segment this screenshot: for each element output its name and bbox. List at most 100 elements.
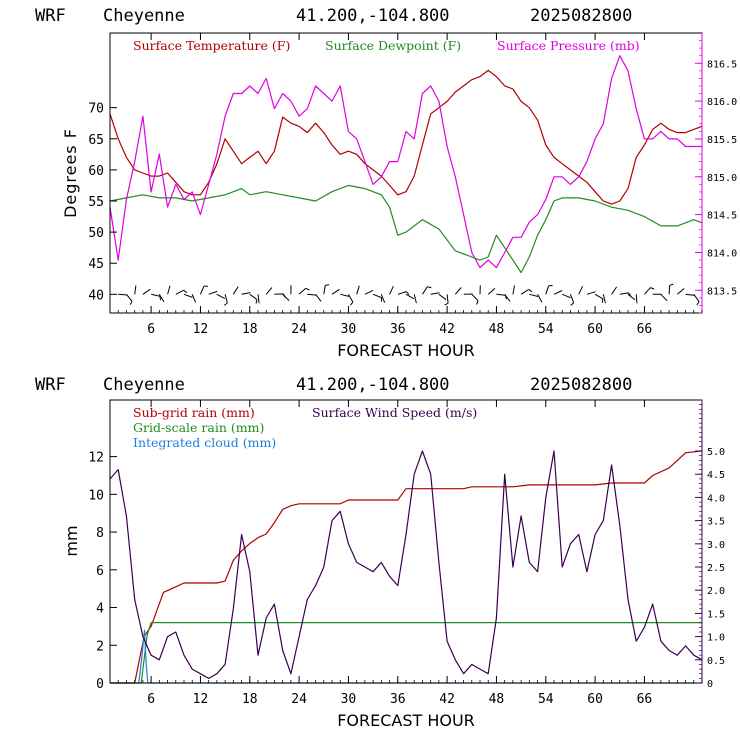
wind-barb bbox=[299, 288, 306, 294]
wind-barb bbox=[283, 294, 289, 300]
wind-barb bbox=[126, 294, 132, 301]
wind-barb bbox=[455, 288, 461, 295]
wind-barb bbox=[636, 294, 637, 303]
x-tick-label: 18 bbox=[242, 322, 258, 337]
y2-tick-label: 0 bbox=[707, 679, 713, 690]
legend-grid-rain: Grid-scale rain (mm) bbox=[133, 420, 264, 435]
legend-pressure: Surface Pressure (mb) bbox=[497, 38, 640, 53]
y2-tick-label: 2.0 bbox=[707, 586, 725, 597]
x-tick-label: 42 bbox=[439, 692, 455, 707]
wind-barb bbox=[496, 294, 505, 295]
y2-tick-label: 3.0 bbox=[707, 540, 725, 551]
wind-barb-flag bbox=[477, 301, 479, 305]
wind-barb bbox=[513, 286, 515, 295]
series-line-surface-wind-speed-m-s bbox=[110, 451, 702, 678]
wind-barb bbox=[677, 289, 684, 295]
wind-barb-flag bbox=[529, 289, 532, 291]
wind-barb bbox=[200, 286, 204, 294]
legend-dewpoint: Surface Dewpoint (F) bbox=[325, 38, 461, 53]
wind-barb bbox=[570, 294, 573, 302]
wind-barb-flag bbox=[350, 302, 353, 305]
top-header-run: 2025082800 bbox=[530, 6, 632, 26]
y-tick-label: 50 bbox=[88, 226, 104, 241]
wind-barb bbox=[669, 285, 670, 294]
wind-barb bbox=[612, 287, 617, 294]
x-tick-label: 66 bbox=[637, 322, 653, 337]
x-tick-label: 12 bbox=[193, 322, 209, 337]
wind-barb bbox=[628, 294, 635, 300]
wind-barb bbox=[135, 285, 136, 294]
wind-barb bbox=[414, 294, 416, 303]
x-tick-label: 6 bbox=[147, 322, 155, 337]
wind-barb bbox=[250, 294, 257, 299]
wind-barb bbox=[373, 294, 381, 297]
x-tick-label: 24 bbox=[291, 692, 307, 707]
wind-barb bbox=[472, 294, 478, 300]
wind-barb bbox=[217, 294, 225, 298]
top-header-station: Cheyenne bbox=[103, 6, 185, 26]
wind-barb bbox=[686, 294, 695, 295]
x-tick-label: 12 bbox=[193, 692, 209, 707]
y-tick-label: 2 bbox=[96, 639, 104, 654]
legend-wind-speed: Surface Wind Speed (m/s) bbox=[312, 405, 477, 420]
legend-integrated-cloud: Integrated cloud (mm) bbox=[133, 435, 276, 450]
wind-barb bbox=[661, 294, 667, 301]
y-tick-label: 4 bbox=[96, 602, 104, 617]
wind-barb bbox=[233, 287, 238, 295]
wind-barb bbox=[209, 291, 218, 294]
wind-barb bbox=[348, 294, 353, 302]
top-x-axis-label: FORECAST HOUR bbox=[337, 341, 475, 360]
bottom-header-coords: 41.200,-104.800 bbox=[296, 375, 450, 395]
legend-temperature: Surface Temperature (F) bbox=[133, 38, 290, 53]
wind-barb bbox=[644, 288, 650, 295]
wind-barb bbox=[587, 292, 596, 295]
wind-barb bbox=[192, 294, 196, 302]
wind-barb bbox=[447, 294, 448, 303]
x-tick-label: 66 bbox=[637, 692, 653, 707]
wind-barb-flag bbox=[130, 301, 132, 305]
wind-barb-flag bbox=[445, 303, 449, 305]
wind-barb bbox=[324, 285, 325, 294]
x-tick-label: 42 bbox=[439, 322, 455, 337]
wind-barb bbox=[694, 294, 699, 301]
y-tick-label: 70 bbox=[88, 102, 104, 117]
series-line-grid-scale-rain-mm bbox=[110, 623, 702, 683]
top-header: WRF Cheyenne 41.200,-104.800 2025082800 bbox=[35, 6, 632, 26]
wind-barb bbox=[398, 292, 407, 295]
x-tick-label: 48 bbox=[489, 322, 505, 337]
y2-tick-label: 1.5 bbox=[707, 609, 725, 620]
wind-barb bbox=[431, 293, 440, 295]
bottom-header-run: 2025082800 bbox=[530, 375, 632, 395]
wind-barb bbox=[521, 289, 529, 294]
series-line-surface-temperature-f bbox=[110, 70, 702, 204]
y2-tick-label: 815.5 bbox=[707, 135, 737, 146]
bottom-y-axis-label: mm bbox=[62, 525, 81, 556]
series-line-integrated-cloud-mm bbox=[110, 630, 702, 683]
y2-tick-label: 813.5 bbox=[707, 286, 737, 297]
top-header-coords: 41.200,-104.800 bbox=[296, 6, 450, 26]
wind-barb bbox=[439, 294, 446, 299]
y2-tick-label: 4.5 bbox=[707, 470, 725, 481]
wind-barb-flag bbox=[571, 303, 574, 306]
wind-barb bbox=[266, 287, 272, 294]
x-tick-label: 30 bbox=[341, 692, 357, 707]
temperature-series-group bbox=[110, 56, 702, 273]
y2-tick-label: 816.5 bbox=[707, 59, 737, 70]
x-tick-label: 48 bbox=[489, 692, 505, 707]
wind-barb-flag bbox=[651, 288, 655, 290]
wind-barb bbox=[176, 290, 184, 294]
wind-barb-flag bbox=[670, 284, 674, 285]
y2-tick-label: 1.0 bbox=[707, 633, 725, 644]
wind-barb bbox=[562, 294, 570, 297]
y2-tick-label: 4.0 bbox=[707, 493, 725, 504]
wind-barb-flag bbox=[306, 288, 310, 290]
y-tick-label: 10 bbox=[88, 488, 104, 503]
bottom-header-station: Cheyenne bbox=[103, 375, 185, 395]
wind-barb bbox=[620, 293, 629, 294]
x-tick-label: 54 bbox=[538, 692, 554, 707]
wind-barb bbox=[554, 291, 562, 295]
